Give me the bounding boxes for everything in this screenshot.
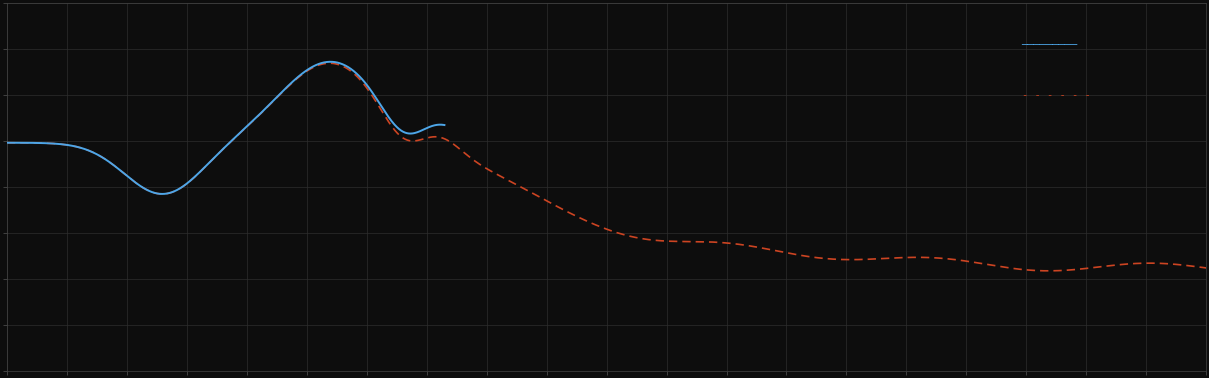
Text: ─────────: ───────── [1022,40,1078,50]
Text: - - - - - -: - - - - - - [1022,90,1091,99]
